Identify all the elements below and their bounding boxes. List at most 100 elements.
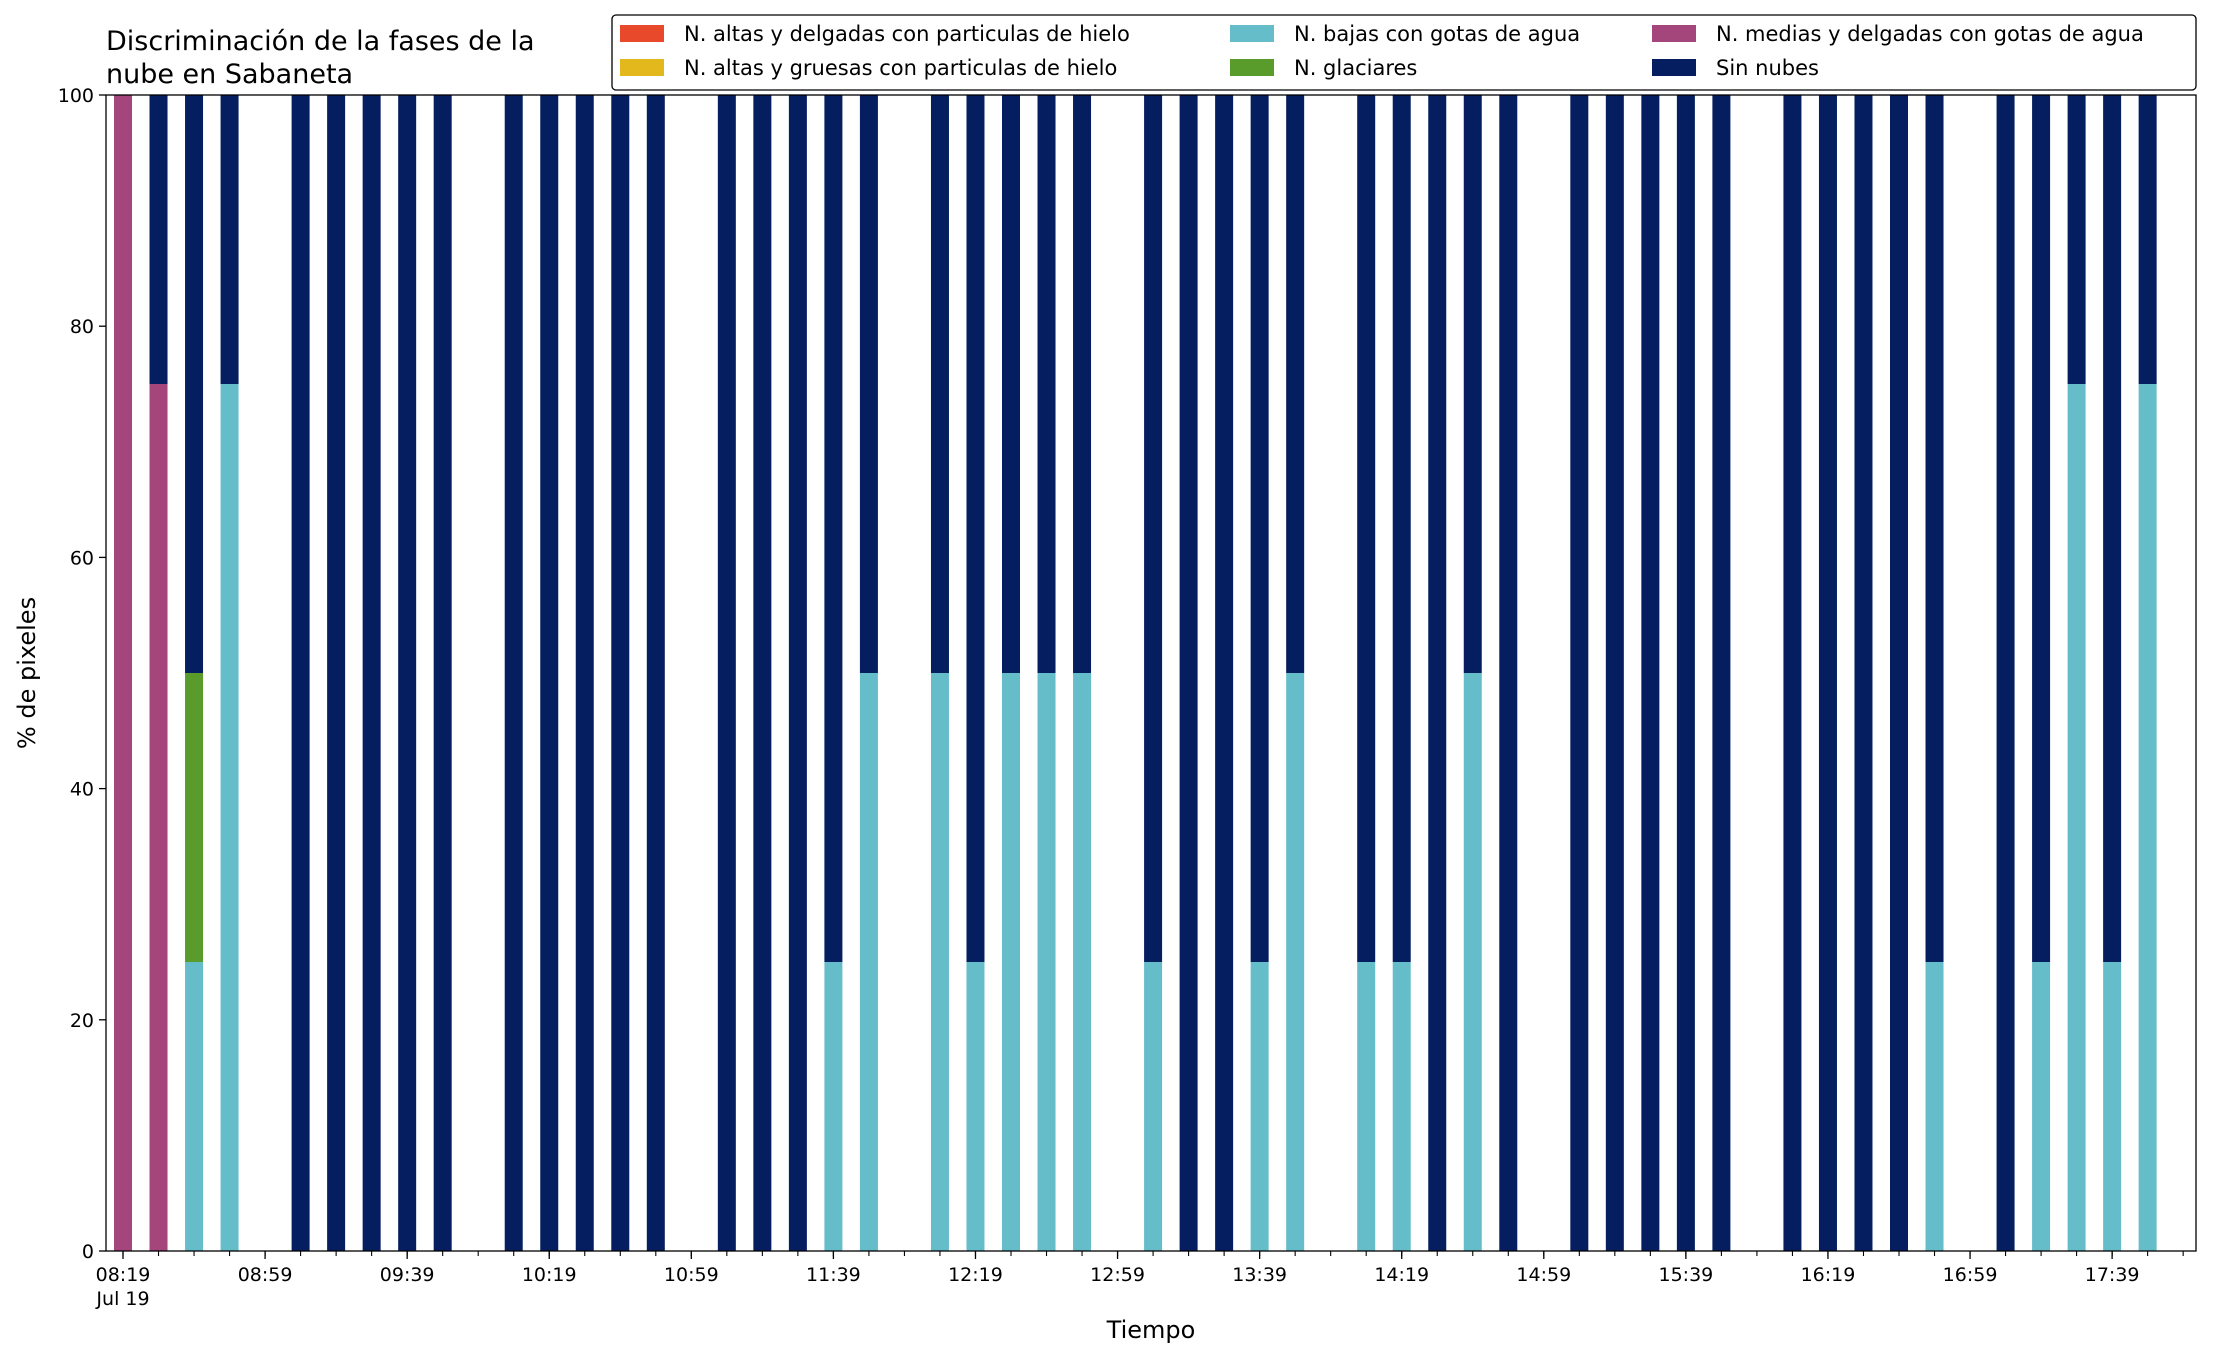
legend-swatch [620, 59, 664, 76]
bar-segment [185, 95, 204, 673]
bar-segment [1144, 962, 1163, 1251]
legend-swatch [1230, 59, 1274, 76]
legend-swatch [1652, 25, 1696, 42]
legend-box [611, 14, 2197, 91]
bar-segment [2103, 962, 2122, 1251]
y-tick-label: 80 [70, 316, 94, 338]
x-tick-label: 08:19 [96, 1264, 151, 1286]
bar-segment [1250, 962, 1269, 1251]
bar-segment [398, 95, 417, 1251]
bar-segment [1286, 95, 1305, 673]
bar-segment [824, 962, 843, 1251]
bar-segment [717, 95, 736, 1251]
bar-segment [1357, 95, 1376, 962]
bar-segment [2103, 95, 2122, 962]
bar-segment [1073, 673, 1092, 1251]
bar-segment [1215, 95, 1234, 1251]
legend-swatch [1230, 25, 1274, 42]
legend-label: N. altas y delgadas con particulas de hi… [684, 22, 1130, 46]
x-tick-label: 12:19 [948, 1264, 1003, 1286]
legend-swatch [620, 25, 664, 42]
bar-segment [327, 95, 346, 1251]
bar-segment [2138, 95, 2157, 384]
bar-segment [1144, 95, 1163, 962]
bar-segment [1676, 95, 1695, 1251]
legend-label: N. glaciares [1294, 56, 1417, 80]
bar-segment [1073, 95, 1092, 673]
bar-segment [646, 95, 665, 1251]
bar-segment [1499, 95, 1518, 1251]
bar-segment [362, 95, 381, 1251]
bars-group [114, 95, 2157, 1251]
x-tick-label: 16:19 [1801, 1264, 1856, 1286]
bar-segment [824, 95, 843, 962]
bar-segment [966, 962, 985, 1251]
x-tick-label: 16:59 [1943, 1264, 1998, 1286]
bar-segment [1463, 95, 1482, 673]
y-tick-label: 60 [70, 547, 94, 569]
bar-segment [575, 95, 594, 1251]
bar-segment [1250, 95, 1269, 962]
bar-segment [540, 95, 559, 1251]
bar-segment [1428, 95, 1447, 1251]
bar-segment [433, 95, 452, 1251]
x-tick-label: 12:59 [1090, 1264, 1145, 1286]
bar-segment [1392, 962, 1411, 1251]
y-axis-label: % de pixeles [13, 597, 41, 749]
legend-label: N. medias y delgadas con gotas de agua [1716, 22, 2144, 46]
bar-segment [2067, 95, 2086, 384]
bar-segment [1605, 95, 1624, 1251]
bar-segment [291, 95, 310, 1251]
bar-segment [1002, 95, 1020, 673]
legend-label: N. altas y gruesas con particulas de hie… [684, 56, 1117, 80]
bar-segment [185, 673, 204, 962]
bar-segment [859, 673, 878, 1251]
bar-segment [149, 384, 168, 1251]
x-tick-label: 10:59 [664, 1264, 719, 1286]
x-tick-label: 10:19 [522, 1264, 577, 1286]
legend: N. altas y delgadas con particulas de hi… [611, 14, 2197, 91]
bar-segment [2138, 384, 2157, 1251]
bar-segment [1286, 673, 1305, 1251]
x-tick-label: 14:59 [1516, 1264, 1571, 1286]
bar-segment [1570, 95, 1589, 1251]
bar-segment [2032, 95, 2051, 962]
bar-segment [1996, 95, 2015, 1251]
bar-segment [185, 962, 204, 1251]
legend-swatch [1652, 59, 1696, 76]
bar-segment [1037, 95, 1056, 673]
x-tick-label: 13:39 [1232, 1264, 1287, 1286]
y-tick-label: 100 [58, 85, 94, 107]
bar-segment [1783, 95, 1802, 1251]
bar-segment [788, 95, 807, 1251]
bar-segment [1925, 962, 1944, 1251]
bar-segment [1925, 95, 1944, 962]
bar-segment [1818, 95, 1837, 1251]
x-tick-label: 17:39 [2085, 1264, 2140, 1286]
bar-segment [504, 95, 523, 1251]
chart-title-line: Discriminación de la fases de la [106, 26, 535, 57]
bar-segment [753, 95, 772, 1251]
x-axis-label: Tiempo [1106, 1316, 1196, 1344]
x-tick-label: 08:59 [238, 1264, 293, 1286]
bar-segment [1357, 962, 1376, 1251]
bar-segment [1854, 95, 1873, 1251]
x-tick-label: 11:39 [806, 1264, 861, 1286]
bar-segment [1037, 673, 1056, 1251]
x-tick-sublabel: Jul 19 [95, 1288, 149, 1310]
y-axis: 0 20 40 60 80 100 [58, 85, 106, 1263]
bar-segment [1179, 95, 1198, 1251]
bar-segment [966, 95, 985, 962]
bar-segment [859, 95, 878, 673]
bar-segment [611, 95, 630, 1251]
bar-segment [220, 95, 239, 384]
chart-title-line: nube en Sabaneta [106, 59, 353, 90]
legend-label: N. bajas con gotas de agua [1294, 22, 1580, 46]
bar-segment [2067, 384, 2086, 1251]
bar-segment [930, 95, 949, 673]
x-tick-label: 09:39 [380, 1264, 435, 1286]
bar-segment [149, 95, 168, 384]
